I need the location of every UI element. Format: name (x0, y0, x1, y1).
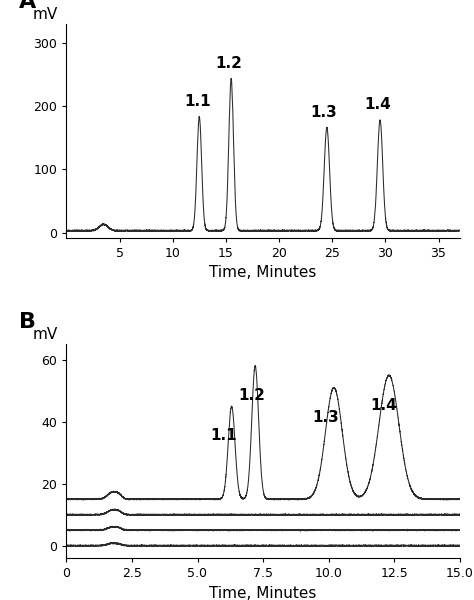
Text: 1.4: 1.4 (365, 97, 391, 112)
Text: 1.1: 1.1 (210, 428, 237, 443)
X-axis label: Time, Minutes: Time, Minutes (210, 586, 317, 600)
Text: 1.4: 1.4 (370, 398, 397, 413)
Text: 1.3: 1.3 (313, 410, 339, 425)
Text: mV: mV (33, 7, 58, 22)
Text: mV: mV (33, 327, 58, 342)
Text: A: A (19, 0, 36, 12)
Text: B: B (19, 313, 36, 332)
Text: 1.2: 1.2 (238, 388, 264, 403)
Text: 1.3: 1.3 (310, 105, 337, 120)
Text: 1.1: 1.1 (184, 94, 210, 109)
X-axis label: Time, Minutes: Time, Minutes (210, 265, 317, 280)
Text: 1.2: 1.2 (216, 56, 243, 71)
